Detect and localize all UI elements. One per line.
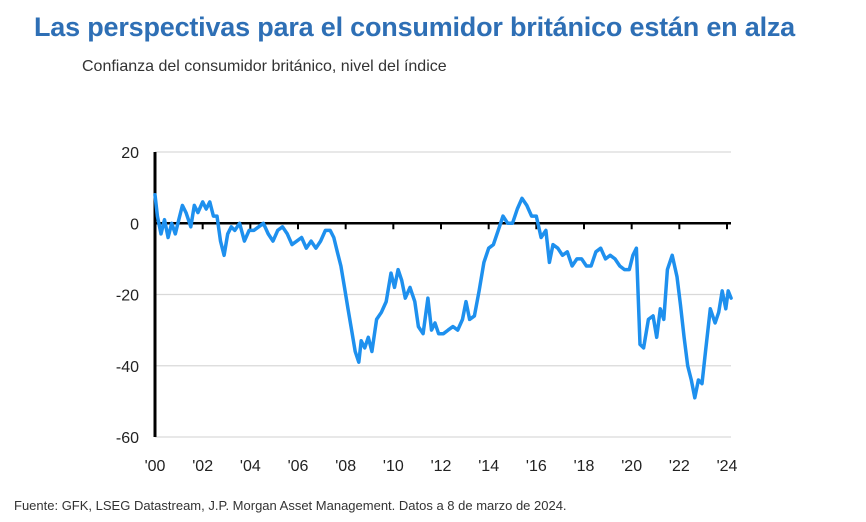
x-tick-label: '12 <box>431 458 452 475</box>
x-tick-label: '20 <box>621 458 642 475</box>
y-tick-label: 20 <box>121 145 139 162</box>
series-line <box>153 193 733 400</box>
gridlines <box>155 151 731 438</box>
x-tick-label: '18 <box>574 458 595 475</box>
x-axis-ticks: '00 '02 '04 '06 '08 '10 '12 '14 '16 '18 '20 '22 '24 <box>145 458 738 475</box>
x-tick-label: '22 <box>669 458 690 475</box>
y-tick-label: -40 <box>116 359 139 376</box>
chart-title: Las perspectivas para el consumidor brit… <box>34 12 795 42</box>
x-tick-label: '02 <box>192 458 213 475</box>
x-tick-label: '10 <box>383 458 404 475</box>
x-tick-label: '00 <box>145 458 166 475</box>
y-tick-label: -20 <box>116 288 139 305</box>
y-tick-label: -60 <box>116 430 139 447</box>
chart-subtitle: Confianza del consumidor británico, nive… <box>82 58 447 75</box>
x-tick-label: '24 <box>717 458 738 475</box>
y-tick-label: 0 <box>130 216 139 233</box>
x-tick-label: '06 <box>288 458 309 475</box>
x-tick-label: '14 <box>478 458 499 475</box>
x-tick-label: '04 <box>240 458 261 475</box>
source-note: Fuente: GFK, LSEG Datastream, J.P. Morga… <box>14 498 567 513</box>
x-tick-label: '08 <box>335 458 356 475</box>
series-group <box>153 193 733 400</box>
x-tick-label: '16 <box>526 458 547 475</box>
y-axis-ticks: 20 0 -20 -40 -60 <box>116 145 139 447</box>
